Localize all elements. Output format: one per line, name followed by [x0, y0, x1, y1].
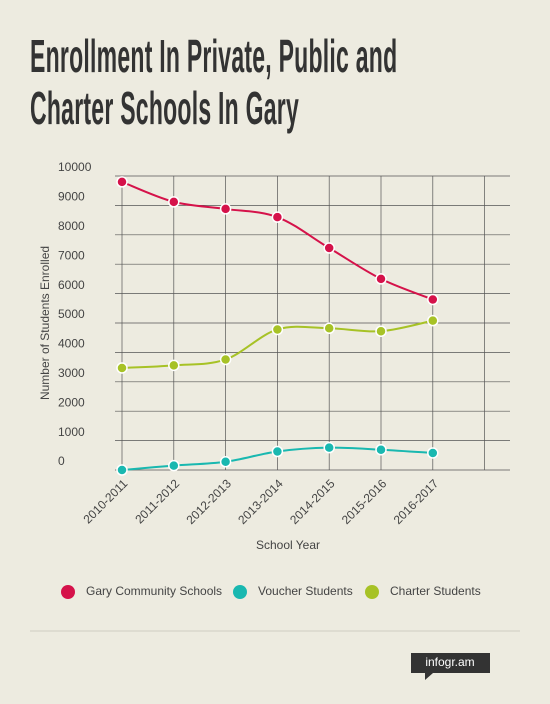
point [219, 203, 232, 215]
y-axis-label: Number of Students Enrolled [38, 246, 52, 400]
legend-swatch [233, 585, 247, 599]
point [116, 176, 128, 188]
y-tick-label: 1000 [58, 425, 85, 439]
x-tick-label: 2016-2017 [391, 476, 442, 527]
y-tick-label: 7000 [58, 248, 85, 262]
x-tick-label: 2014-2015 [287, 476, 338, 527]
chart-title: Enrollment In Private, Public and Charte… [30, 30, 398, 134]
y-tick-label: 0 [58, 454, 65, 468]
title-area: Enrollment In Private, Public and Charte… [30, 30, 550, 140]
legend-swatch [365, 585, 379, 599]
point [116, 464, 128, 476]
point [323, 441, 335, 454]
x-tick-label: 2011-2012 [132, 476, 182, 526]
x-tick-label: 2015-2016 [339, 476, 390, 527]
point [427, 293, 439, 306]
y-tick-label: 8000 [58, 219, 85, 233]
y-tick-label: 6000 [58, 278, 85, 292]
point [219, 353, 232, 366]
legend-swatch [61, 585, 75, 599]
y-tick-label: 3000 [58, 366, 85, 380]
y-tick-label: 4000 [58, 337, 85, 351]
legend-label: Charter Students [390, 584, 481, 598]
y-tick-label: 2000 [58, 395, 85, 409]
point [168, 196, 180, 208]
x-axis-label: School Year [256, 538, 320, 552]
point [271, 211, 284, 223]
point [375, 273, 387, 285]
point [271, 323, 284, 336]
point [427, 447, 439, 459]
point [219, 456, 232, 468]
point [323, 322, 335, 335]
point [168, 359, 180, 372]
y-tick-label: 5000 [58, 307, 85, 321]
y-tick-label: 9000 [58, 190, 85, 204]
footer-text: infogr.am [425, 655, 474, 669]
x-tick-label: 2012-2013 [183, 476, 234, 527]
point [271, 445, 284, 458]
legend-label: Voucher Students [258, 584, 353, 598]
point [375, 325, 387, 337]
point [323, 242, 335, 254]
point [168, 459, 180, 472]
y-tick-label: 10000 [58, 160, 92, 174]
point [375, 443, 387, 456]
point [116, 362, 128, 374]
x-tick-label: 2010-2011 [81, 476, 131, 526]
legend-label: Gary Community Schools [86, 584, 222, 598]
point [427, 314, 439, 327]
footer-badge [411, 653, 490, 680]
x-tick-label: 2013-2014 [235, 476, 286, 527]
